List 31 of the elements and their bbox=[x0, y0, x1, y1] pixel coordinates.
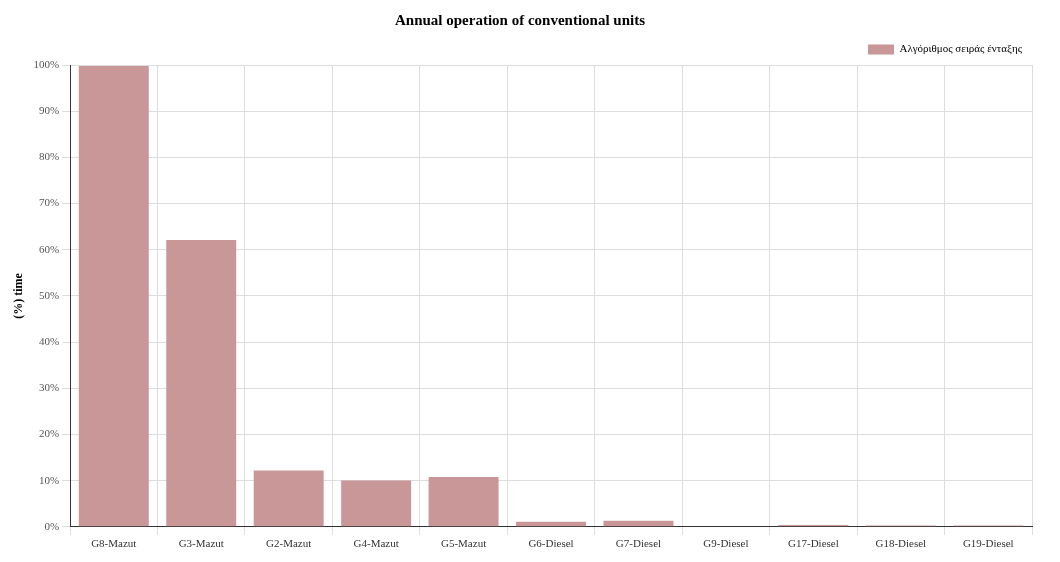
y-tick-label: 40% bbox=[38, 334, 60, 347]
x-tick-label: G9-Diesel bbox=[703, 537, 749, 550]
y-tick-label: 80% bbox=[38, 150, 60, 163]
x-tick-label: G8-Mazut bbox=[91, 537, 137, 550]
bar bbox=[253, 470, 324, 527]
y-tick-label: 30% bbox=[38, 381, 60, 394]
x-tick-label: G2-Mazut bbox=[266, 537, 312, 550]
x-tick-label: G17-Diesel bbox=[788, 537, 839, 550]
x-tick-label: G6-Diesel bbox=[528, 537, 574, 550]
x-tick-label: G4-Mazut bbox=[353, 537, 399, 550]
bar bbox=[341, 480, 412, 527]
bar bbox=[428, 476, 499, 527]
bar bbox=[78, 65, 149, 527]
y-tick-label: 90% bbox=[38, 104, 60, 117]
y-tick-label: 50% bbox=[38, 288, 60, 301]
y-tick-label: 60% bbox=[38, 242, 60, 255]
x-tick-label: G5-Mazut bbox=[440, 537, 487, 550]
bar bbox=[603, 520, 674, 527]
x-tick-label: G3-Mazut bbox=[178, 537, 224, 550]
x-tick-label: G19-Diesel bbox=[962, 537, 1014, 550]
y-tick-label: 20% bbox=[38, 427, 60, 440]
chart-title: Annual operation of conventional units bbox=[394, 11, 646, 28]
y-tick-label: 70% bbox=[38, 196, 60, 209]
y-tick-label: 100% bbox=[33, 57, 60, 70]
y-axis-title: (%) time bbox=[11, 272, 26, 319]
x-tick-label: G7-Diesel bbox=[615, 537, 662, 550]
bar bbox=[166, 240, 237, 527]
y-tick-label: 0% bbox=[44, 519, 60, 532]
x-tick-label: G18-Diesel bbox=[875, 537, 927, 550]
y-tick-label: 10% bbox=[38, 473, 60, 486]
legend-label: Αλγόριθμος σειράς ένταξης bbox=[899, 42, 1023, 56]
